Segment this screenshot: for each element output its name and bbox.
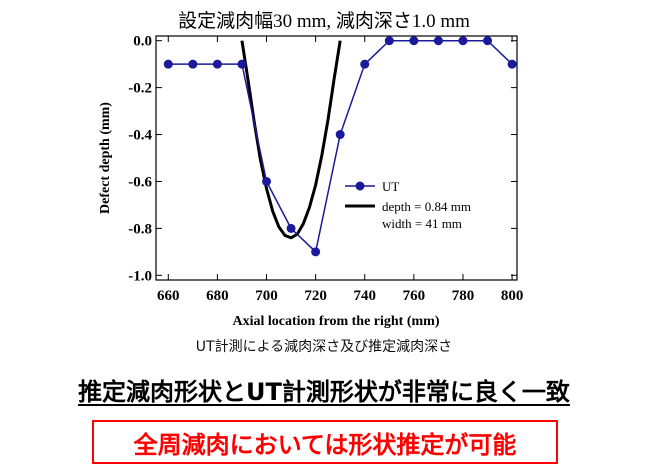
- ut-point: [433, 36, 443, 46]
- headline-text: 推定減肉形状とUT計測形状が非常に良く一致: [78, 378, 570, 406]
- y-tick-label: -1.0: [128, 268, 152, 284]
- ut-point: [237, 59, 247, 69]
- x-tick-label: 660: [157, 288, 180, 304]
- x-tick-label: 720: [304, 288, 327, 304]
- ut-point: [507, 59, 517, 69]
- ut-point: [188, 59, 198, 69]
- legend-ut-marker: [355, 181, 365, 191]
- y-tick-label: -0.8: [128, 221, 152, 237]
- headline: 推定減肉形状とUT計測形状が非常に良く一致: [0, 372, 648, 407]
- ut-point: [409, 36, 419, 46]
- x-tick-label: 760: [403, 288, 426, 304]
- legend: UT depth = 0.84 mm width = 41 mm: [345, 179, 471, 231]
- ut-point: [262, 176, 272, 186]
- chart: 設定減肉幅30 mm, 減肉深さ1.0 mm 660 680 700 720 740 76…: [98, 10, 523, 329]
- y-tick-label: -0.4: [128, 128, 152, 144]
- figure-caption: UT計測による減肉深さ及び推定減肉深さ: [195, 339, 453, 355]
- plot-frame: [155, 35, 518, 281]
- legend-ut-label: UT: [382, 179, 399, 194]
- ut-point: [163, 59, 173, 69]
- ut-point: [458, 36, 468, 46]
- y-tick-label: 0.0: [133, 34, 152, 50]
- ut-point: [335, 130, 345, 140]
- legend-fit-label-width: width = 41 mm: [382, 216, 462, 231]
- ut-point: [384, 36, 394, 46]
- x-tick-label: 800: [501, 288, 524, 304]
- ut-point: [311, 247, 321, 257]
- series: [163, 36, 517, 257]
- ut-point: [286, 223, 296, 233]
- ut-point: [483, 36, 493, 46]
- y-tick-label: -0.6: [128, 174, 152, 190]
- x-axis-label: Axial location from the right (mm): [233, 314, 440, 329]
- x-tick-label: 740: [353, 288, 376, 304]
- x-tick-label: 780: [452, 288, 475, 304]
- y-tick-label: -0.2: [128, 81, 152, 97]
- x-tick-label: 700: [255, 288, 278, 304]
- axes: 660 680 700 720 740 760 780 800 0.0 -0.2 -0.4 -0.6 -…: [128, 34, 523, 304]
- conclusion-text: 全周減肉においては形状推定が可能: [133, 430, 517, 459]
- y-axis-label: Defect depth (mm): [98, 102, 113, 214]
- x-tick-label: 680: [206, 288, 229, 304]
- ut-point: [212, 59, 222, 69]
- legend-fit-label-depth: depth = 0.84 mm: [382, 199, 471, 214]
- chart-title: 設定減肉幅30 mm, 減肉深さ1.0 mm: [178, 10, 470, 32]
- conclusion-box: 全周減肉においては形状推定が可能: [92, 420, 558, 464]
- series-fit-line: [240, 40, 342, 240]
- ut-point: [360, 59, 370, 69]
